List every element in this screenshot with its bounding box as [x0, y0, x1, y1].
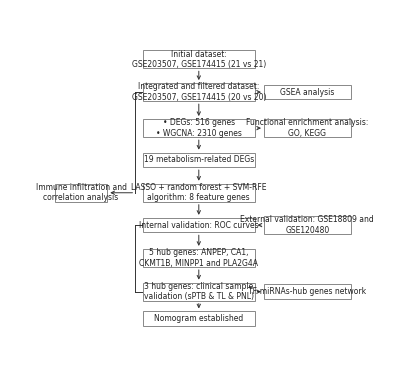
Text: Immune infiltration and
correlation analysis: Immune infiltration and correlation anal…: [36, 183, 126, 203]
Text: Nomogram established: Nomogram established: [154, 314, 244, 323]
FancyBboxPatch shape: [143, 184, 254, 202]
Text: External validation: GSE18809 and
GSE120480: External validation: GSE18809 and GSE120…: [240, 215, 374, 235]
Text: Initial dataset:
GSE203507, GSE174415 (21 vs 21): Initial dataset: GSE203507, GSE174415 (2…: [132, 50, 266, 69]
FancyBboxPatch shape: [143, 249, 254, 267]
FancyBboxPatch shape: [55, 184, 107, 202]
FancyBboxPatch shape: [143, 153, 254, 167]
FancyBboxPatch shape: [143, 119, 254, 137]
Text: GSEA analysis: GSEA analysis: [280, 88, 334, 97]
FancyBboxPatch shape: [143, 218, 254, 233]
Text: LASSO + random forest + SVM-RFE
algorithm: 8 feature genes: LASSO + random forest + SVM-RFE algorith…: [131, 183, 266, 203]
Text: Internal validation: ROC curves: Internal validation: ROC curves: [139, 220, 259, 230]
FancyBboxPatch shape: [264, 216, 351, 234]
Text: TF-miRNAs-hub genes network: TF-miRNAs-hub genes network: [248, 287, 366, 296]
FancyBboxPatch shape: [264, 119, 351, 137]
FancyBboxPatch shape: [143, 83, 254, 101]
Text: Integrated and filtered dataset:
GSE203507, GSE174415 (20 vs 20): Integrated and filtered dataset: GSE2035…: [132, 82, 266, 102]
FancyBboxPatch shape: [143, 311, 254, 326]
Text: 19 metabolism-related DEGs: 19 metabolism-related DEGs: [144, 155, 254, 164]
FancyBboxPatch shape: [264, 284, 351, 299]
Text: 3 hub genes: clinical sample
validation (sPTB & TL & PNL): 3 hub genes: clinical sample validation …: [144, 282, 254, 301]
Text: 5 hub genes: ANPEP, CA1,
CKMT1B, MINPP1 and PLA2G4A: 5 hub genes: ANPEP, CA1, CKMT1B, MINPP1 …: [139, 248, 258, 268]
FancyBboxPatch shape: [143, 283, 254, 301]
Text: Functional enrichment analysis:
GO, KEGG: Functional enrichment analysis: GO, KEGG: [246, 118, 368, 138]
FancyBboxPatch shape: [143, 50, 254, 68]
FancyBboxPatch shape: [264, 85, 351, 99]
Text: • DEGs: 516 genes
• WGCNA: 2310 genes: • DEGs: 516 genes • WGCNA: 2310 genes: [156, 118, 242, 138]
